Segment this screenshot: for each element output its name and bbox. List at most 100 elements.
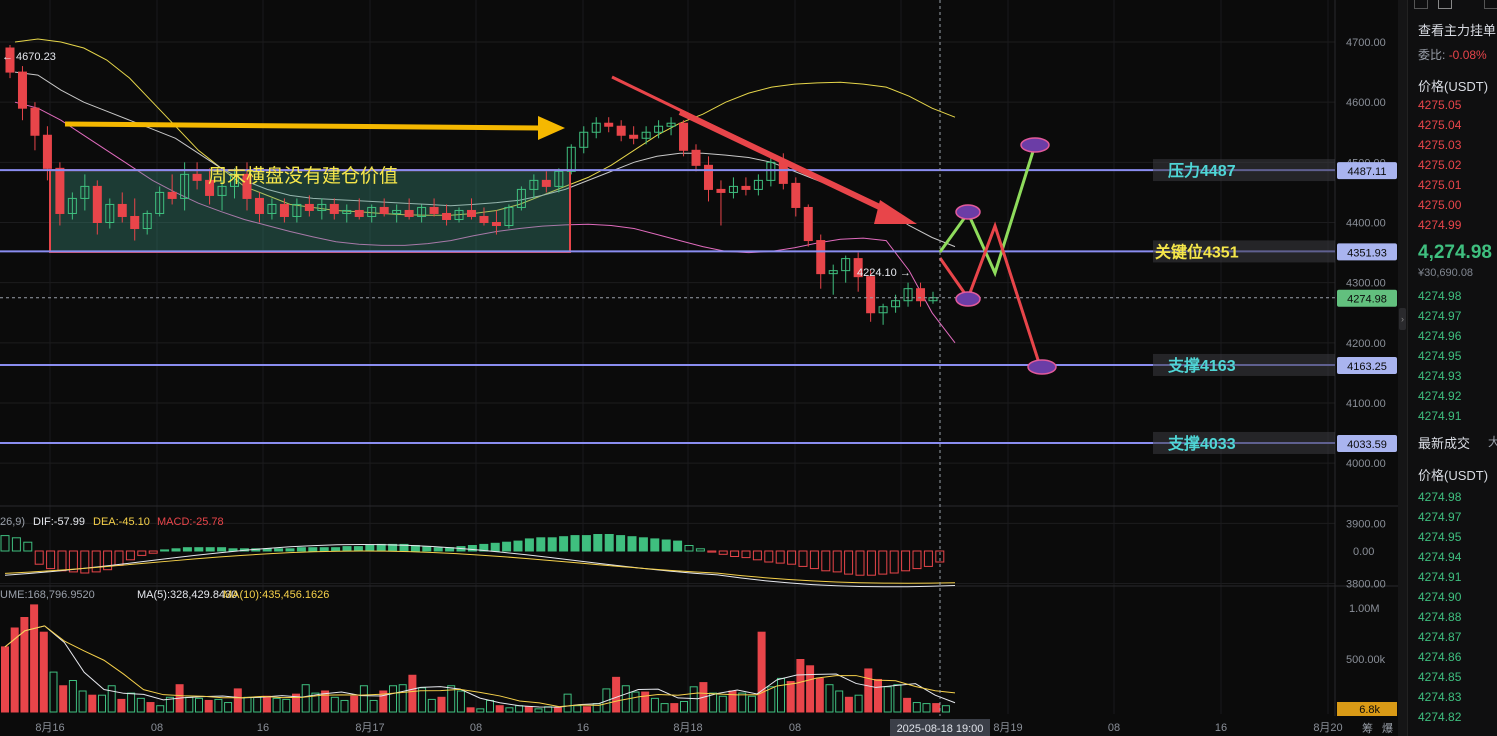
level-axis-label: 4033.59 (1347, 439, 1387, 451)
time-tick-label: 16 (257, 722, 269, 734)
ask-price[interactable]: 4275.00 (1418, 198, 1462, 212)
volume-bar (78, 690, 87, 713)
volume-bar (631, 691, 640, 713)
candle-body (878, 306, 888, 314)
candle-body (454, 209, 464, 220)
macd-bar (513, 540, 523, 552)
trade-price[interactable]: 4274.97 (1418, 510, 1462, 524)
trade-price[interactable]: 4274.86 (1418, 650, 1462, 664)
ask-price[interactable]: 4275.01 (1418, 178, 1462, 192)
liquidation-icon: 爆 (1382, 721, 1393, 735)
bid-price[interactable]: 4274.92 (1418, 389, 1462, 403)
candle-body (317, 203, 327, 211)
trade-price[interactable]: 4274.88 (1418, 610, 1462, 624)
low-marker: 4224.10 → (857, 267, 911, 279)
main-orders-title[interactable]: 查看主力挂单 (1418, 23, 1497, 38)
volume-bar (204, 699, 213, 713)
layout-icon[interactable] (1414, 0, 1428, 9)
trades-tab-2[interactable]: 大 (1488, 433, 1497, 450)
volume-bar (825, 684, 834, 713)
trade-price[interactable]: 4274.87 (1418, 630, 1462, 644)
macd-bar (353, 546, 363, 552)
macd-bar (752, 550, 762, 561)
macd-bar (11, 537, 21, 552)
level-label-bg (1153, 240, 1335, 263)
volume-bar (262, 695, 271, 713)
latest-trades-tab[interactable]: 最新成交 (1418, 436, 1471, 451)
candle-body (30, 107, 40, 136)
macd-bar (319, 547, 329, 552)
volume-bar (39, 631, 48, 713)
panel-divider[interactable] (1398, 0, 1407, 736)
time-tick-label: 08 (1108, 722, 1120, 734)
price-chart[interactable]: 4700.004600.004500.004400.004300.004200.… (0, 0, 1400, 736)
bearish-projection (938, 221, 1042, 367)
candle-body (192, 173, 202, 181)
macd-bar (673, 540, 683, 552)
bid-price[interactable]: 4274.95 (1418, 349, 1462, 363)
macd-bar (91, 550, 101, 573)
candle-body (217, 185, 227, 196)
trade-price[interactable]: 4274.83 (1418, 690, 1462, 704)
last-price-box (1337, 289, 1397, 307)
trade-price[interactable]: 4274.98 (1418, 490, 1462, 504)
time-axis-bg (0, 716, 1400, 736)
macd-bar (103, 550, 113, 571)
macd-bar (889, 550, 899, 574)
volume-bar (476, 708, 485, 713)
bid-price[interactable]: 4274.91 (1418, 409, 1462, 423)
volume-bar (243, 696, 252, 713)
trade-price[interactable]: 4274.91 (1418, 570, 1462, 584)
trade-price[interactable]: 4274.85 (1418, 670, 1462, 684)
volume-bar (214, 698, 223, 713)
candle-body (741, 185, 751, 190)
volume-bar (165, 696, 174, 713)
bid-price[interactable]: 4274.97 (1418, 309, 1462, 323)
trade-price[interactable]: 4274.95 (1418, 530, 1462, 544)
grid-icon[interactable] (1484, 0, 1497, 9)
candle-body (841, 258, 851, 272)
trade-price[interactable]: 4274.82 (1418, 710, 1462, 724)
ask-price[interactable]: 4275.04 (1418, 118, 1462, 132)
bid-price[interactable]: 4274.93 (1418, 369, 1462, 383)
volume-bar (505, 707, 514, 713)
volume-bar (340, 699, 349, 713)
volume-bar (573, 705, 582, 713)
volume-bar (127, 692, 136, 713)
macd-bar (0, 535, 10, 552)
level-axis-box (1337, 243, 1397, 261)
volume-bar (98, 694, 106, 713)
bid-price[interactable]: 4274.98 (1418, 289, 1462, 303)
time-tick-label: 08 (151, 722, 163, 734)
volume-bar (20, 617, 29, 713)
trade-price[interactable]: 4274.94 (1418, 550, 1462, 564)
candle-body (891, 300, 901, 308)
volume-ma10: MA(10):435,456.1626 (223, 589, 329, 601)
volume-bar (311, 692, 320, 713)
bid-price[interactable]: 4274.96 (1418, 329, 1462, 343)
volume-bar (224, 702, 233, 713)
level-name: 支撑4033 (1167, 434, 1236, 453)
ask-price[interactable]: 4275.03 (1418, 138, 1462, 152)
volume-ma5: MA(5):328,429.8430 (137, 589, 237, 601)
ask-price[interactable]: 4275.02 (1418, 158, 1462, 172)
commission-ratio: 委比: -0.08% (1418, 46, 1487, 63)
book-icon[interactable] (1438, 0, 1452, 9)
macd-bar (490, 542, 500, 552)
trade-price[interactable]: 4274.90 (1418, 590, 1462, 604)
time-tick-label: 8月17 (355, 722, 384, 734)
level-name: 关键位4351 (1155, 242, 1239, 261)
macd-bar (399, 543, 409, 552)
candle-body (679, 122, 689, 151)
macd-bar (570, 535, 580, 552)
volume-bar (524, 706, 533, 713)
price-tick-label: 3900.00 (1346, 518, 1386, 530)
candle-body (342, 209, 352, 214)
collapse-handle-icon[interactable]: › (1399, 308, 1406, 330)
macd-bar (34, 550, 44, 565)
price-axis: 4700.004600.004500.004400.004300.004200.… (1346, 37, 1386, 591)
ask-price[interactable]: 4274.99 (1418, 218, 1462, 232)
level-axis-label: 4487.11 (1348, 166, 1387, 178)
ask-price[interactable]: 4275.05 (1418, 98, 1462, 112)
candle-body (803, 206, 813, 242)
